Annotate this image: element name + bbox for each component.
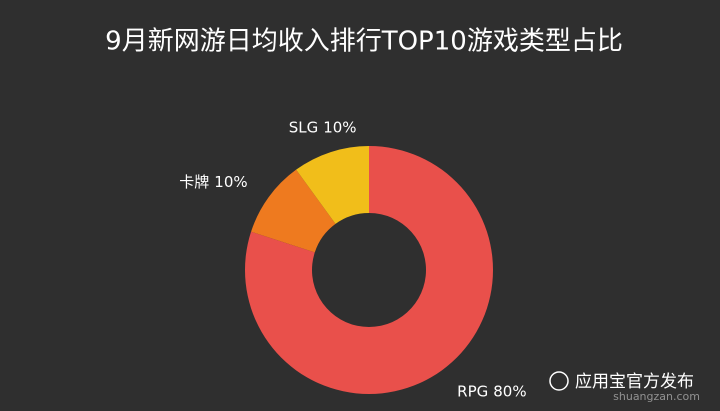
- donut-slice: [251, 169, 336, 253]
- slice-value-label: 10%: [214, 172, 247, 190]
- donut-slice: [244, 146, 493, 394]
- slice-category: 卡牌: [179, 172, 209, 190]
- donut-slice: [296, 146, 369, 224]
- slice-value-label: 80%: [493, 382, 526, 400]
- slice-label: SLG 10%: [289, 118, 357, 136]
- slice-category: SLG: [289, 118, 319, 136]
- watermark-account: 应用宝官方发布: [575, 372, 694, 392]
- slice-label: 卡牌 10%: [179, 172, 247, 190]
- chart-title: 9月新网游日均收入排行TOP10游戏类型占比: [105, 27, 623, 57]
- slice-label: RPG 80%: [457, 382, 526, 400]
- wechat-icon: [549, 371, 569, 391]
- slice-category: RPG: [457, 382, 488, 400]
- watermark-site: shuangzan.com: [613, 390, 700, 403]
- slice-value-label: 10%: [323, 118, 356, 136]
- watermark-account-group: 应用宝官方发布: [549, 371, 694, 392]
